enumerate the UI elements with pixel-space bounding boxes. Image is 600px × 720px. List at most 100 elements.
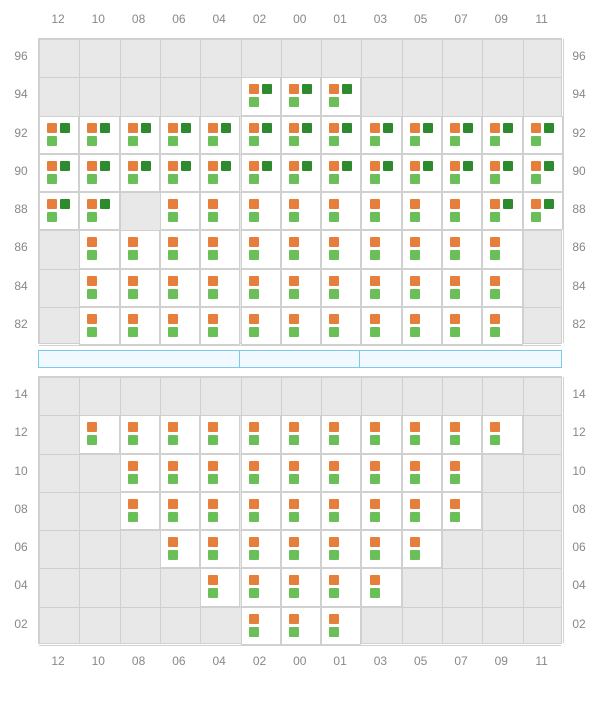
slot-cell[interactable] (523, 192, 563, 230)
slot-cell[interactable] (281, 192, 321, 230)
slot-cell[interactable] (321, 607, 361, 645)
slot-cell[interactable] (321, 307, 361, 345)
slot-cell[interactable] (482, 307, 522, 345)
slot-cell[interactable] (39, 192, 79, 230)
slot-cell[interactable] (160, 307, 200, 345)
slot-cell[interactable] (200, 415, 240, 453)
slot-cell[interactable] (281, 492, 321, 530)
slot-cell[interactable] (79, 192, 119, 230)
slot-cell[interactable] (361, 192, 401, 230)
slot-cell[interactable] (321, 415, 361, 453)
slot-cell[interactable] (79, 307, 119, 345)
slot-cell[interactable] (160, 192, 200, 230)
slot-cell[interactable] (200, 116, 240, 154)
slot-cell[interactable] (361, 568, 401, 606)
slot-cell[interactable] (281, 307, 321, 345)
slot-cell[interactable] (241, 530, 281, 568)
slot-cell[interactable] (241, 192, 281, 230)
slot-cell[interactable] (361, 492, 401, 530)
slot-cell[interactable] (160, 530, 200, 568)
slot-cell[interactable] (160, 269, 200, 307)
slot-cell[interactable] (402, 415, 442, 453)
slot-cell[interactable] (160, 154, 200, 192)
slot-cell[interactable] (482, 116, 522, 154)
slot-cell[interactable] (523, 116, 563, 154)
slot-cell[interactable] (361, 230, 401, 268)
slot-cell[interactable] (200, 492, 240, 530)
slot-cell[interactable] (442, 154, 482, 192)
slot-cell[interactable] (160, 454, 200, 492)
slot-cell[interactable] (79, 415, 119, 453)
slot-cell[interactable] (482, 230, 522, 268)
slot-cell[interactable] (281, 454, 321, 492)
slot-cell[interactable] (442, 307, 482, 345)
slot-cell[interactable] (482, 154, 522, 192)
slot-cell[interactable] (39, 154, 79, 192)
slot-cell[interactable] (241, 307, 281, 345)
slot-cell[interactable] (200, 154, 240, 192)
slot-cell[interactable] (160, 492, 200, 530)
slot-cell[interactable] (361, 116, 401, 154)
slot-cell[interactable] (120, 116, 160, 154)
slot-cell[interactable] (361, 307, 401, 345)
slot-cell[interactable] (402, 269, 442, 307)
slot-cell[interactable] (402, 230, 442, 268)
slot-cell[interactable] (402, 530, 442, 568)
slot-cell[interactable] (120, 307, 160, 345)
slot-cell[interactable] (321, 269, 361, 307)
slot-cell[interactable] (241, 116, 281, 154)
slot-cell[interactable] (79, 116, 119, 154)
slot-cell[interactable] (281, 230, 321, 268)
slot-cell[interactable] (402, 192, 442, 230)
slot-cell[interactable] (120, 415, 160, 453)
slot-cell[interactable] (281, 530, 321, 568)
slot-cell[interactable] (160, 230, 200, 268)
slot-cell[interactable] (482, 415, 522, 453)
slot-cell[interactable] (241, 269, 281, 307)
slot-cell[interactable] (200, 192, 240, 230)
slot-cell[interactable] (241, 230, 281, 268)
slot-cell[interactable] (402, 454, 442, 492)
slot-cell[interactable] (281, 568, 321, 606)
slot-cell[interactable] (321, 530, 361, 568)
slot-cell[interactable] (361, 454, 401, 492)
slot-cell[interactable] (241, 454, 281, 492)
slot-cell[interactable] (402, 116, 442, 154)
slot-cell[interactable] (241, 607, 281, 645)
slot-cell[interactable] (281, 116, 321, 154)
slot-cell[interactable] (281, 415, 321, 453)
slot-cell[interactable] (200, 530, 240, 568)
slot-cell[interactable] (321, 454, 361, 492)
slot-cell[interactable] (160, 415, 200, 453)
slot-cell[interactable] (200, 307, 240, 345)
slot-cell[interactable] (321, 492, 361, 530)
slot-cell[interactable] (321, 192, 361, 230)
slot-cell[interactable] (79, 230, 119, 268)
slot-cell[interactable] (120, 154, 160, 192)
slot-cell[interactable] (482, 269, 522, 307)
slot-cell[interactable] (442, 492, 482, 530)
slot-cell[interactable] (281, 269, 321, 307)
slot-cell[interactable] (200, 230, 240, 268)
slot-cell[interactable] (120, 269, 160, 307)
slot-cell[interactable] (523, 154, 563, 192)
slot-cell[interactable] (321, 116, 361, 154)
slot-cell[interactable] (241, 568, 281, 606)
slot-cell[interactable] (160, 116, 200, 154)
slot-cell[interactable] (402, 492, 442, 530)
slot-cell[interactable] (321, 230, 361, 268)
slot-cell[interactable] (39, 116, 79, 154)
slot-cell[interactable] (200, 454, 240, 492)
slot-cell[interactable] (361, 154, 401, 192)
slot-cell[interactable] (281, 607, 321, 645)
slot-cell[interactable] (120, 454, 160, 492)
slot-cell[interactable] (442, 116, 482, 154)
slot-cell[interactable] (241, 154, 281, 192)
slot-cell[interactable] (281, 77, 321, 115)
slot-cell[interactable] (442, 230, 482, 268)
slot-cell[interactable] (200, 568, 240, 606)
slot-cell[interactable] (402, 154, 442, 192)
slot-cell[interactable] (442, 192, 482, 230)
slot-cell[interactable] (321, 77, 361, 115)
slot-cell[interactable] (120, 492, 160, 530)
